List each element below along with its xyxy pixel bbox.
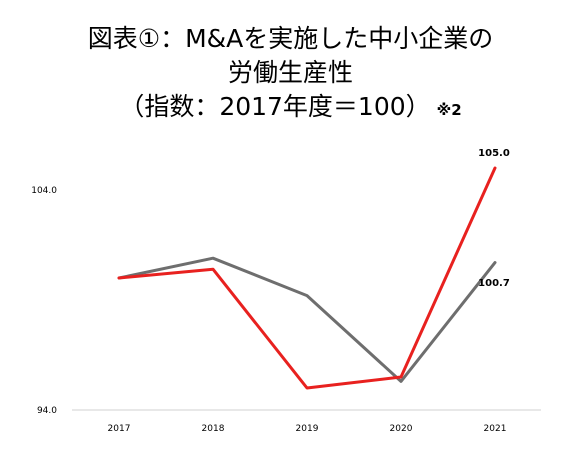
y-tick-labels: 94.0 104.0	[31, 186, 57, 416]
series-line-2	[117, 256, 497, 383]
y-tick-label: 94.0	[37, 406, 57, 416]
x-tick-label: 2017	[108, 424, 131, 434]
data-label: 105.0	[478, 148, 510, 159]
y-tick-label: 104.0	[31, 186, 57, 196]
data-label: 100.7	[478, 278, 510, 289]
x-tick-label: 2020	[390, 424, 413, 434]
chart-title: 図表①：M&Aを実施した中小企業の 労働生産性 （指数：2017年度＝100） ※…	[0, 22, 581, 127]
title-line-3: （指数：2017年度＝100） ※2	[0, 90, 581, 127]
x-tick-label: 2018	[202, 424, 225, 434]
series-line-1	[117, 166, 497, 390]
data-labels: 105.0 100.7	[478, 148, 510, 289]
title-line-2: 労働生産性	[227, 58, 353, 87]
x-tick-labels: 2017 2018 2019 2020 2021	[108, 424, 507, 434]
series-lines	[117, 166, 497, 390]
title-line-1: 図表①：M&Aを実施した中小企業の	[87, 24, 494, 53]
title-line-3-text: （指数：2017年度＝100）	[119, 92, 431, 121]
x-tick-label: 2021	[484, 424, 507, 434]
title-note: ※2	[436, 101, 462, 119]
x-tick-label: 2019	[296, 424, 319, 434]
